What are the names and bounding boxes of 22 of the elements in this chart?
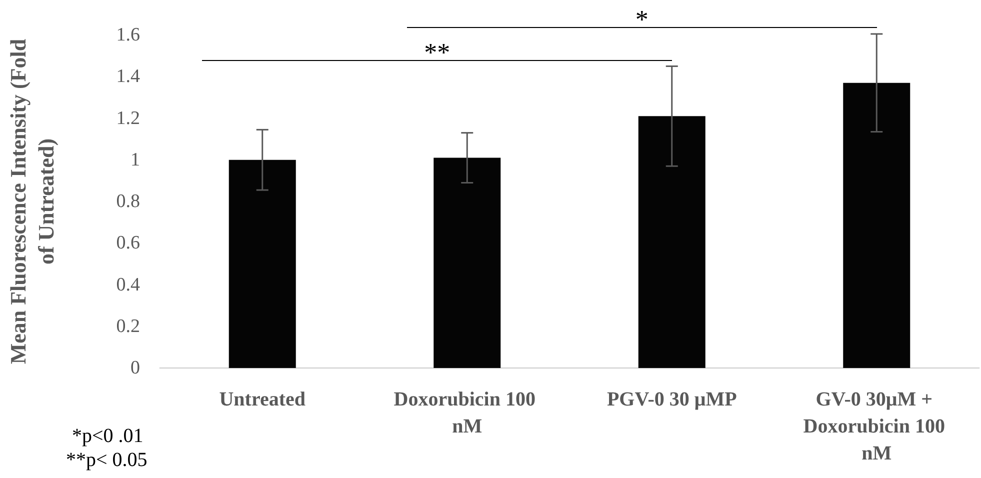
y-tick-label: 0.8	[116, 191, 140, 212]
x-tick-label: Doxorubicin 100 nM	[394, 388, 540, 438]
y-tick-label: 0.2	[116, 316, 140, 337]
bar	[228, 160, 296, 368]
annotation: **	[423, 38, 452, 67]
x-tick-label: GV-0 30μM + Doxorubicin 100 nM	[803, 388, 950, 464]
y-tick-label: 0.4	[116, 274, 140, 296]
y-axis-title: Mean Fluorescence Intensity (Fold of Untreated)	[6, 38, 58, 364]
y-tick-label: 1.6	[116, 24, 140, 46]
bar	[434, 158, 501, 368]
text: *p<0 .01	[72, 425, 144, 448]
x-tick-label: Untreated	[219, 388, 306, 410]
bar	[843, 82, 910, 368]
y-tick-label: 1	[130, 149, 140, 170]
y-tick-label: 1.4	[116, 66, 140, 88]
y-tick-label: 0.6	[116, 232, 140, 254]
text: **p< 0.05	[66, 449, 148, 472]
y-tick-label: 1.2	[116, 108, 140, 129]
bar	[638, 116, 706, 368]
x-tick-label: PGV-0 30 μMP	[606, 388, 737, 410]
text: *	[634, 4, 650, 34]
y-tick-label: 0	[130, 358, 140, 378]
